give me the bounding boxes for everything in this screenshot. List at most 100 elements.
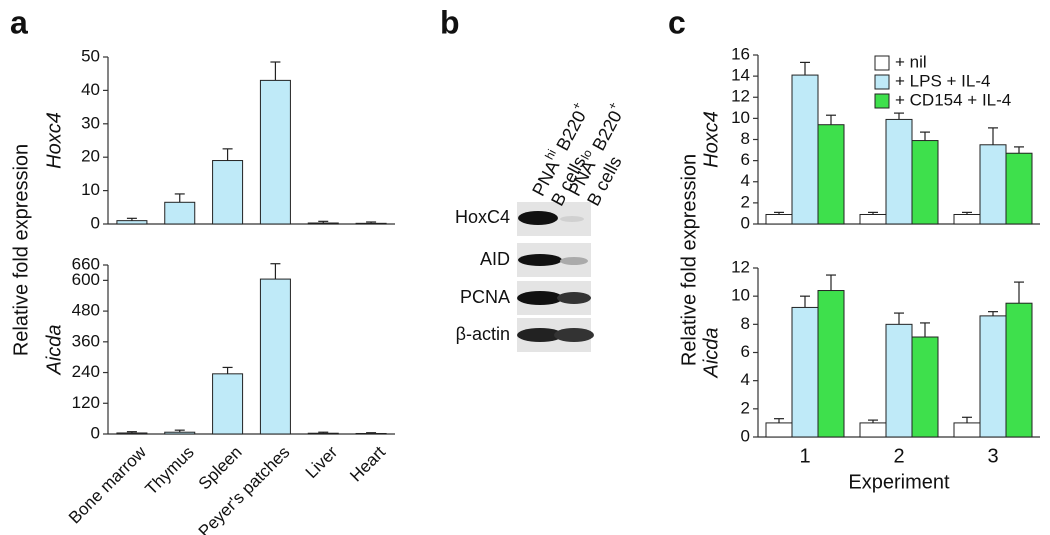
western-blot (517, 202, 594, 352)
x-tick-label: Bone marrow (65, 442, 150, 527)
bar (953, 422, 981, 438)
bar (765, 213, 793, 225)
bar (953, 213, 981, 225)
error-bar (868, 211, 878, 215)
error-bar (774, 418, 784, 423)
error-bar (366, 432, 377, 434)
error-bar (988, 127, 998, 145)
y-tick-label: 2 (741, 398, 750, 417)
x-tick-label: 2 (893, 445, 904, 467)
error-bar (920, 131, 930, 141)
error-bar (826, 114, 836, 125)
legend-label: + nil (895, 52, 927, 71)
error-bar (222, 366, 233, 374)
bar (791, 306, 819, 438)
x-tick-label: 1 (799, 445, 810, 467)
error-bar (126, 217, 137, 221)
error-bar (174, 193, 185, 203)
x-axis-label: Experiment (848, 471, 950, 493)
y-tick-label: 120 (72, 393, 100, 412)
y-axis-label: Relative fold expression (10, 144, 32, 356)
blot-band (554, 328, 594, 342)
bar (307, 432, 339, 435)
y-tick-label: 8 (741, 129, 750, 148)
error-bar (774, 211, 784, 215)
bar (817, 290, 845, 438)
y-tick-label: 12 (731, 257, 750, 276)
blot-band (518, 254, 562, 266)
y-tick-label: 30 (81, 113, 100, 132)
blot-band (560, 216, 584, 222)
y-tick-label: 6 (741, 150, 750, 169)
bar (765, 422, 793, 438)
bar (1005, 302, 1033, 438)
error-bar (800, 61, 810, 76)
bar (164, 431, 196, 435)
bar (979, 315, 1007, 438)
error-bar (1014, 281, 1024, 304)
y-tick-label: 660 (72, 254, 100, 273)
blot-row-label: β-actin (456, 324, 510, 344)
error-bar (868, 419, 878, 423)
y-tick-label: 8 (741, 314, 750, 333)
bar (791, 74, 819, 225)
y-tick-label: 600 (72, 270, 100, 289)
bar (859, 422, 887, 438)
bar (116, 432, 148, 435)
label-part: B220 (586, 107, 626, 158)
y-tick-label: 50 (81, 46, 100, 65)
y-tick-label: 6 (741, 342, 750, 361)
legend-label: + CD154 + IL-4 (895, 90, 1011, 109)
y-tick-label: 16 (731, 44, 750, 63)
y-axis-label: Aicda (43, 324, 65, 375)
blot-row-label: AID (480, 249, 510, 269)
y-tick-label: 40 (81, 80, 100, 99)
error-bar (270, 263, 281, 280)
panel-label: a (10, 4, 28, 40)
y-tick-label: 10 (731, 286, 750, 305)
bar (259, 278, 291, 435)
error-bar (826, 274, 836, 291)
y-tick-label: 240 (72, 362, 100, 381)
error-bar (270, 61, 281, 81)
bar (259, 79, 291, 225)
bar (911, 336, 939, 438)
y-tick-label: 4 (741, 171, 750, 190)
legend-swatch (874, 74, 890, 90)
bar (212, 160, 244, 225)
bar (979, 144, 1007, 225)
y-axis-label: Hoxc4 (43, 112, 65, 169)
error-bar (318, 431, 329, 434)
bar (355, 432, 387, 435)
error-bar (920, 322, 930, 338)
y-axis-label: Relative fold expression (678, 154, 700, 366)
blot-row-label: HoxC4 (455, 207, 510, 227)
legend-swatch (874, 93, 890, 109)
y-tick-label: 0 (91, 423, 100, 442)
bar (817, 124, 845, 225)
y-tick-label: 4 (741, 370, 750, 389)
blot-row-label: PCNA (460, 287, 510, 307)
y-axis-label: Aicda (700, 327, 722, 378)
error-bar (174, 429, 185, 433)
x-tick-label: Thymus (142, 443, 198, 499)
error-bar (318, 220, 329, 223)
bar (212, 373, 244, 435)
bar (116, 220, 148, 225)
error-bar (222, 148, 233, 161)
y-tick-label: 0 (741, 426, 750, 445)
y-tick-label: 10 (731, 108, 750, 127)
blot-band (560, 257, 588, 265)
y-tick-label: 360 (72, 331, 100, 350)
y-tick-label: 12 (731, 87, 750, 106)
panel-label: c (668, 4, 686, 40)
y-tick-label: 14 (731, 66, 750, 85)
error-bar (894, 112, 904, 120)
blot-band (518, 211, 558, 225)
panel-label: b (440, 4, 460, 40)
error-bar (800, 295, 810, 308)
y-tick-label: 0 (91, 213, 100, 232)
error-bar (1014, 146, 1024, 154)
bar (885, 323, 913, 438)
